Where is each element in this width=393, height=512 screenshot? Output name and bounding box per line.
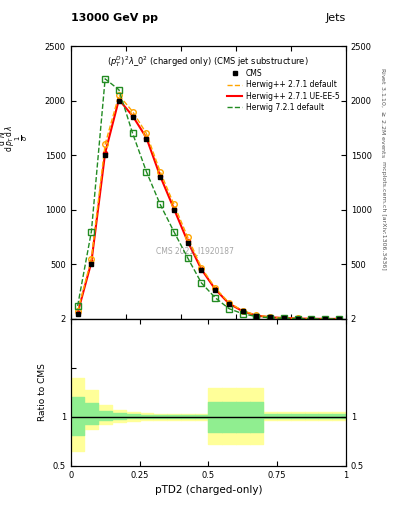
CMS — [254, 313, 259, 319]
Herwig++ 2.7.1 UE-EE-5 — [268, 314, 272, 321]
Herwig 7.2.1 default — [171, 228, 176, 234]
Text: mcplots.cern.ch [arXiv:1306.3436]: mcplots.cern.ch [arXiv:1306.3436] — [381, 161, 386, 269]
Herwig++ 2.7.1 UE-EE-5 — [103, 150, 108, 156]
Herwig 7.2.1 default — [116, 87, 121, 93]
Text: CMS 2021_I1920187: CMS 2021_I1920187 — [156, 246, 233, 255]
Herwig++ 2.7.1 default — [144, 131, 149, 137]
Herwig 7.2.1 default — [240, 311, 245, 317]
Herwig 7.2.1 default — [130, 131, 135, 137]
Herwig 7.2.1 default — [226, 306, 231, 312]
Herwig++ 2.7.1 UE-EE-5 — [199, 266, 204, 272]
Herwig 7.2.1 default — [75, 303, 80, 309]
CMS — [268, 314, 272, 321]
Herwig++ 2.7.1 UE-EE-5 — [309, 316, 314, 322]
Herwig 7.2.1 default — [295, 315, 300, 322]
Herwig++ 2.7.1 UE-EE-5 — [295, 315, 300, 322]
Text: $\frac{1}{\sigma}$: $\frac{1}{\sigma}$ — [13, 135, 30, 141]
Line: Herwig 7.2.1 default: Herwig 7.2.1 default — [78, 79, 339, 319]
Herwig++ 2.7.1 UE-EE-5 — [323, 316, 328, 322]
CMS — [309, 316, 314, 322]
Herwig++ 2.7.1 default — [336, 316, 341, 322]
Herwig 7.2.1 default — [254, 313, 259, 319]
CMS — [323, 316, 328, 322]
Herwig++ 2.7.1 default — [323, 316, 328, 322]
Herwig++ 2.7.1 default — [226, 300, 231, 306]
Herwig++ 2.7.1 UE-EE-5 — [240, 308, 245, 314]
Herwig++ 2.7.1 default — [199, 265, 204, 271]
Herwig++ 2.7.1 default — [103, 141, 108, 147]
Herwig++ 2.7.1 default — [116, 92, 121, 98]
Herwig++ 2.7.1 UE-EE-5 — [130, 113, 135, 119]
Line: CMS: CMS — [75, 98, 342, 322]
Herwig++ 2.7.1 UE-EE-5 — [144, 135, 149, 141]
Herwig++ 2.7.1 default — [89, 256, 94, 262]
CMS — [89, 261, 94, 267]
Herwig++ 2.7.1 default — [240, 308, 245, 314]
Herwig 7.2.1 default — [281, 315, 286, 322]
Legend: CMS, Herwig++ 2.7.1 default, Herwig++ 2.7.1 UE-EE-5, Herwig 7.2.1 default: CMS, Herwig++ 2.7.1 default, Herwig++ 2.… — [227, 69, 339, 112]
Text: 13000 GeV pp: 13000 GeV pp — [71, 13, 158, 23]
Herwig++ 2.7.1 default — [295, 315, 300, 322]
Herwig++ 2.7.1 default — [254, 312, 259, 318]
Herwig 7.2.1 default — [213, 294, 218, 301]
CMS — [75, 310, 80, 316]
Herwig++ 2.7.1 UE-EE-5 — [281, 315, 286, 321]
Herwig 7.2.1 default — [144, 168, 149, 175]
Herwig 7.2.1 default — [185, 255, 190, 261]
Herwig++ 2.7.1 default — [185, 234, 190, 240]
Herwig++ 2.7.1 UE-EE-5 — [116, 96, 121, 102]
Text: Rivet 3.1.10, $\geq$ 2.2M events: Rivet 3.1.10, $\geq$ 2.2M events — [379, 67, 387, 158]
Herwig++ 2.7.1 default — [171, 201, 176, 207]
Herwig++ 2.7.1 UE-EE-5 — [158, 173, 163, 179]
CMS — [199, 267, 204, 273]
Text: Jets: Jets — [325, 13, 346, 23]
Herwig 7.2.1 default — [336, 316, 341, 322]
CMS — [130, 114, 135, 120]
Herwig++ 2.7.1 default — [130, 109, 135, 115]
Herwig++ 2.7.1 default — [158, 168, 163, 175]
Text: $\mathrm{d}^2N$: $\mathrm{d}^2N$ — [0, 130, 8, 146]
CMS — [158, 174, 163, 180]
Herwig 7.2.1 default — [199, 280, 204, 286]
Herwig++ 2.7.1 UE-EE-5 — [213, 286, 218, 292]
CMS — [171, 207, 176, 213]
Herwig++ 2.7.1 UE-EE-5 — [254, 312, 259, 318]
Herwig 7.2.1 default — [323, 316, 328, 322]
Herwig++ 2.7.1 default — [309, 315, 314, 322]
Herwig 7.2.1 default — [268, 315, 272, 321]
Herwig++ 2.7.1 UE-EE-5 — [185, 239, 190, 245]
Herwig++ 2.7.1 default — [281, 315, 286, 321]
CMS — [240, 308, 245, 314]
Herwig 7.2.1 default — [309, 316, 314, 322]
Herwig 7.2.1 default — [103, 76, 108, 82]
Herwig++ 2.7.1 default — [268, 314, 272, 320]
CMS — [226, 301, 231, 307]
Herwig++ 2.7.1 UE-EE-5 — [89, 259, 94, 265]
CMS — [281, 315, 286, 321]
CMS — [144, 136, 149, 142]
Herwig++ 2.7.1 UE-EE-5 — [171, 206, 176, 212]
Herwig 7.2.1 default — [158, 201, 163, 207]
Herwig++ 2.7.1 UE-EE-5 — [226, 301, 231, 307]
Herwig++ 2.7.1 UE-EE-5 — [336, 316, 341, 322]
CMS — [336, 316, 341, 322]
Herwig++ 2.7.1 default — [213, 285, 218, 291]
Herwig 7.2.1 default — [89, 228, 94, 234]
CMS — [116, 98, 121, 104]
Text: $(p_T^D)^2\lambda\_0^2$ (charged only) (CMS jet substructure): $(p_T^D)^2\lambda\_0^2$ (charged only) (… — [107, 54, 309, 69]
Herwig++ 2.7.1 default — [75, 308, 80, 314]
CMS — [103, 152, 108, 158]
CMS — [295, 315, 300, 322]
X-axis label: pTD2 (charged-only): pTD2 (charged-only) — [154, 485, 262, 495]
CMS — [213, 286, 218, 292]
Herwig++ 2.7.1 UE-EE-5 — [75, 310, 80, 316]
Text: $\mathrm{d}\,p_T\,\mathrm{d}\,\lambda$: $\mathrm{d}\,p_T\,\mathrm{d}\,\lambda$ — [3, 124, 17, 152]
Line: Herwig++ 2.7.1 UE-EE-5: Herwig++ 2.7.1 UE-EE-5 — [78, 99, 339, 319]
Y-axis label: Ratio to CMS: Ratio to CMS — [38, 364, 47, 421]
CMS — [185, 240, 190, 246]
Line: Herwig++ 2.7.1 default: Herwig++ 2.7.1 default — [78, 95, 339, 319]
